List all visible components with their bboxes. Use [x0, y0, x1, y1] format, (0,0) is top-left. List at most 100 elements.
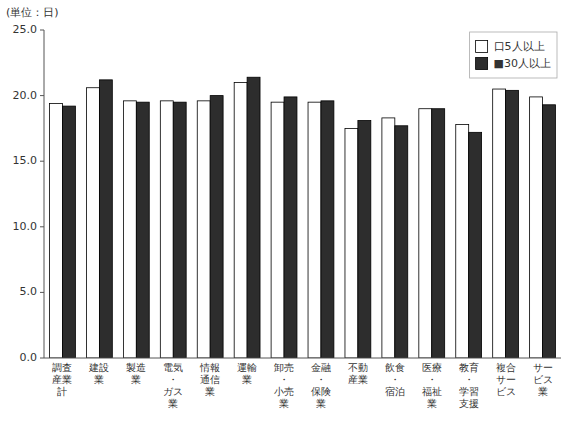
legend-label: ■30人以上 [494, 57, 551, 70]
y-tick [40, 95, 44, 96]
chart: 0.05.010.015.020.025.0調査産業計建設業製造業電気・ガス業情… [0, 0, 573, 422]
x-tick-label: 製造業 [126, 362, 146, 385]
x-tick-label: 調査産業計 [52, 362, 72, 397]
x-tick-label-line: サー [496, 374, 516, 385]
bar [493, 89, 506, 358]
y-tick-label: 25.0 [13, 23, 38, 36]
y-tick-label: 0.0 [20, 351, 38, 364]
x-tick-label-line: 電気 [163, 362, 183, 373]
x-tick-label-line: サー [533, 362, 553, 373]
bar [173, 102, 186, 358]
y-tick [40, 292, 44, 293]
x-tick-label-line: ・ [464, 374, 474, 385]
x-axis-line [44, 358, 561, 359]
x-tick-label-line: 業 [427, 398, 437, 409]
x-tick-label: 教育・学習支援 [459, 362, 479, 409]
y-tick [40, 358, 44, 359]
x-tick-label-line: 業 [538, 386, 548, 397]
bar [358, 121, 371, 358]
x-tick-label: 電気・ガス業 [163, 362, 183, 409]
x-tick-label-line: 業 [205, 386, 215, 397]
legend-swatch [476, 58, 488, 70]
x-tick-label-line: 業 [242, 374, 252, 385]
legend: 口5人以上 ■30人以上 [470, 32, 557, 78]
x-tick-label-line: 複合 [496, 362, 516, 373]
x-tick-label: 情報通信業 [199, 362, 220, 397]
x-tick-label-line: 業 [316, 398, 326, 409]
x-tick-label-line: 通信 [200, 374, 220, 385]
bar [308, 102, 321, 358]
y-axis-line [44, 30, 45, 358]
legend-frame [470, 32, 557, 78]
bar [456, 124, 469, 358]
y-tick-label: 5.0 [20, 285, 38, 298]
legend-swatch [476, 41, 488, 53]
bar [99, 80, 112, 358]
x-tick-label-line: 学習 [459, 386, 479, 397]
x-tick-label-line: ビス [533, 374, 553, 385]
x-tick-label: 医療・福祉業 [422, 362, 442, 409]
bar [284, 97, 297, 358]
bar [62, 106, 75, 358]
x-tick-label: 金融・保険業 [311, 362, 331, 409]
bar [50, 103, 63, 358]
x-tick-label: 不動産業 [348, 362, 368, 385]
bar [382, 118, 395, 358]
bar [86, 88, 99, 358]
x-tick-label-line: 飲食 [385, 362, 405, 373]
x-tick-label-line: 小売 [274, 386, 294, 397]
bar [506, 90, 519, 358]
x-tick-label: 運輸業 [237, 362, 257, 385]
y-tick-label: 10.0 [13, 220, 38, 233]
y-axis: 0.05.010.015.020.025.0 [13, 23, 45, 364]
x-tick-label-line: 卸売 [274, 362, 294, 373]
x-axis: 調査産業計建設業製造業電気・ガス業情報通信業運輸業卸売・小売業金融・保険業不動産… [52, 362, 552, 409]
y-tick [40, 30, 44, 31]
x-tick-label-line: ・ [390, 374, 400, 385]
legend-label: 口5人以上 [494, 40, 545, 53]
x-tick-label: 複合サービス [496, 362, 516, 397]
bar [247, 77, 260, 358]
unit-label: (単位：日) [6, 6, 59, 19]
x-tick-label-line: ・ [427, 374, 437, 385]
x-tick-label-line: 宿泊 [385, 386, 405, 397]
bar [543, 105, 556, 358]
x-tick-label-line: 業 [131, 374, 141, 385]
page: {"chart_data": { "type": "bar", "ylabel"… [0, 0, 573, 422]
x-tick-label-line: 保険 [311, 386, 331, 397]
x-tick-label-line: ガス [163, 386, 183, 397]
bar [321, 101, 334, 358]
x-tick-label: サービス業 [533, 362, 553, 397]
x-tick-label-line: 計 [57, 386, 67, 397]
x-tick-label-line: 製造 [126, 362, 146, 373]
x-tick-label-line: 運輸 [237, 362, 257, 373]
x-tick-label-line: 金融 [311, 362, 331, 373]
x-tick-label-line: 業 [168, 398, 178, 409]
x-tick-label: 飲食・宿泊 [385, 362, 405, 397]
bar [234, 82, 247, 358]
x-tick-label-line: 調査 [52, 362, 72, 373]
y-tick-label: 20.0 [13, 89, 38, 102]
x-tick-label-line: 支援 [459, 398, 479, 409]
bar [136, 102, 149, 358]
x-tick-label-line: 業 [279, 398, 289, 409]
bar [432, 109, 445, 358]
bar [197, 101, 210, 358]
bar [419, 109, 432, 358]
x-tick-label-line: 情報 [199, 362, 220, 373]
bars [50, 77, 556, 358]
bar [469, 132, 482, 358]
x-tick-label-line: 産業 [348, 374, 368, 385]
x-tick-label-line: ・ [168, 374, 178, 385]
x-tick-label: 卸売・小売業 [274, 362, 294, 409]
x-tick-label: 建設業 [88, 362, 109, 385]
bar [395, 126, 408, 358]
x-tick-label-line: 産業 [52, 374, 72, 385]
y-tick [40, 161, 44, 162]
bar [160, 101, 173, 358]
x-tick-label-line: 医療 [422, 362, 442, 373]
x-tick-label-line: 業 [94, 374, 104, 385]
y-tick [40, 226, 44, 227]
x-tick-label-line: 不動 [348, 362, 368, 373]
bar [123, 101, 136, 358]
